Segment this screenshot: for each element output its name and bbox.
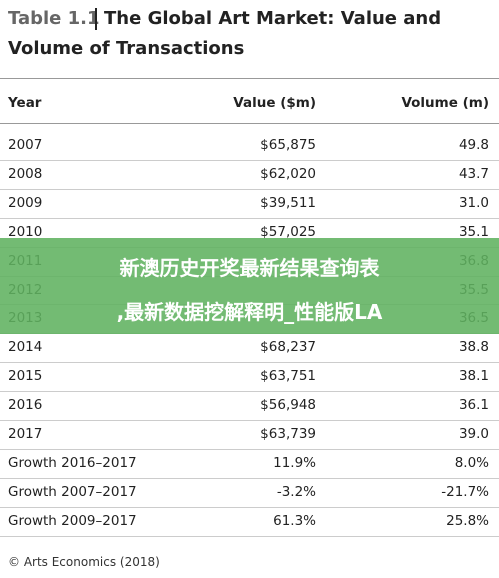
row-line — [0, 507, 499, 508]
rule — [0, 123, 499, 124]
source: © Arts Economics (2018) — [8, 555, 160, 569]
row-line — [0, 160, 499, 161]
cell: $65,875 — [260, 137, 316, 153]
column-header: Year — [8, 95, 42, 111]
table-label: Table 1.1 — [8, 8, 100, 29]
cell: -21.7% — [441, 484, 489, 500]
row-line — [0, 420, 499, 421]
cell: 2017 — [8, 426, 43, 442]
cell: $63,739 — [260, 426, 316, 442]
row-line — [0, 391, 499, 392]
cell: 2010 — [8, 224, 43, 240]
cell: 11.9% — [273, 455, 316, 471]
title-line: Volume of Transactions — [8, 38, 245, 59]
cell: 2009 — [8, 195, 43, 211]
cell: 49.8 — [458, 137, 489, 153]
cell: Growth 2007–2017 — [8, 484, 137, 500]
cell: 8.0% — [454, 455, 489, 471]
rule — [0, 78, 499, 79]
cell: Growth 2016–2017 — [8, 455, 137, 471]
column-header: Volume (m) — [401, 95, 489, 111]
cell: 36.1 — [458, 397, 489, 413]
banner: 新澳历史开奖最新结果查询表 ,最新数据挖解释明_性能版LA — [0, 238, 499, 334]
cell: 31.0 — [458, 195, 489, 211]
row-line — [0, 218, 499, 219]
separator — [95, 8, 97, 30]
cell: 61.3% — [273, 513, 316, 529]
cell: $68,237 — [260, 339, 316, 355]
cell: 2016 — [8, 397, 43, 413]
column-header: Value ($m) — [233, 95, 316, 111]
title-line: The Global Art Market: Value and — [104, 8, 442, 29]
cell: 2007 — [8, 137, 43, 153]
cell: 2014 — [8, 339, 43, 355]
cell: Growth 2009–2017 — [8, 513, 137, 529]
cell: $62,020 — [260, 166, 316, 182]
cell: -3.2% — [276, 484, 316, 500]
cell: 25.8% — [446, 513, 489, 529]
cell: 2015 — [8, 368, 43, 384]
row-line — [0, 362, 499, 363]
row-line — [0, 478, 499, 479]
cell: $57,025 — [260, 224, 316, 240]
row-line — [0, 536, 499, 537]
cell: $63,751 — [260, 368, 316, 384]
cell: 43.7 — [458, 166, 489, 182]
banner-text: 新澳历史开奖最新结果查询表 — [119, 256, 380, 280]
cell: 38.1 — [458, 368, 489, 384]
cell: $56,948 — [260, 397, 316, 413]
row-line — [0, 189, 499, 190]
cell: $39,511 — [260, 195, 316, 211]
cell: 39.0 — [458, 426, 489, 442]
row-line — [0, 449, 499, 450]
cell: 2008 — [8, 166, 43, 182]
banner-text: ,最新数据挖解释明_性能版LA — [116, 300, 383, 324]
cell: 35.1 — [458, 224, 489, 240]
cell: 38.8 — [458, 339, 489, 355]
